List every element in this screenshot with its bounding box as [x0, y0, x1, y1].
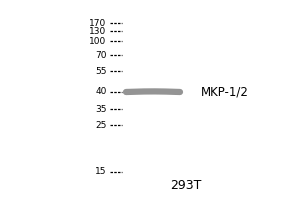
Text: 170: 170: [89, 19, 106, 27]
Text: 70: 70: [95, 50, 106, 60]
Text: 15: 15: [95, 168, 106, 176]
Text: MKP-1/2: MKP-1/2: [201, 86, 249, 98]
Text: 130: 130: [89, 26, 106, 36]
Text: 293T: 293T: [170, 179, 202, 192]
Text: 35: 35: [95, 105, 106, 114]
Text: 100: 100: [89, 36, 106, 46]
Text: 40: 40: [95, 88, 106, 97]
Text: 55: 55: [95, 66, 106, 75]
Text: 25: 25: [95, 120, 106, 130]
